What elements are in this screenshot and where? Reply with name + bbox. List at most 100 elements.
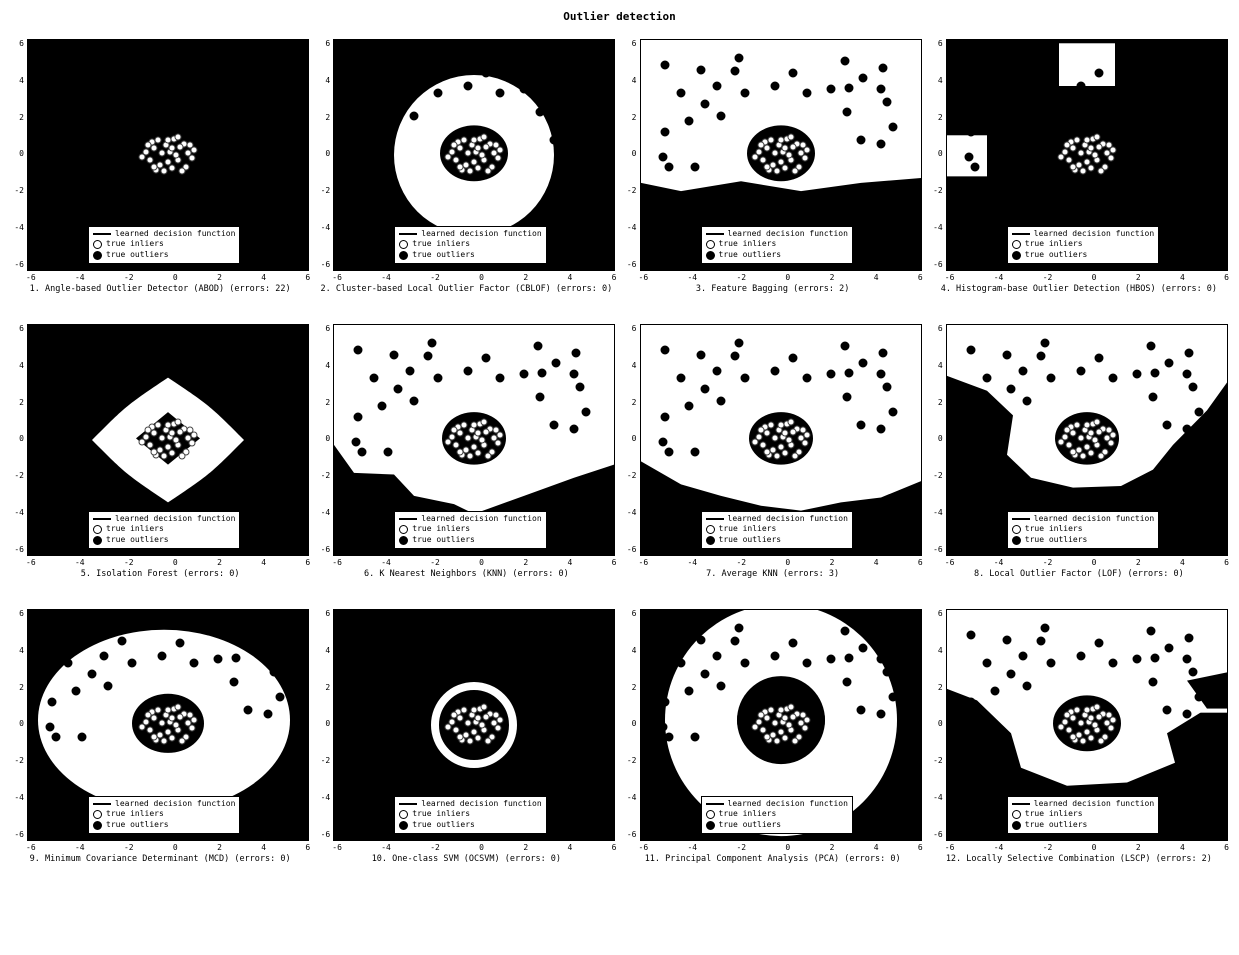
point-inlier: [151, 145, 158, 152]
x-tick: -2: [1043, 558, 1053, 567]
plot-area: learned decision functiontrue inlierstru…: [946, 324, 1228, 556]
y-tick: 4: [10, 76, 24, 85]
legend-filled-marker-icon: [399, 821, 408, 830]
point-outlier: [844, 83, 853, 92]
subplot: -6-4-20246 learned decision functiontrue…: [316, 324, 616, 579]
legend-label: true inliers: [412, 809, 470, 820]
point-inlier: [169, 715, 176, 722]
subplot-title: 3. Feature Bagging (errors: 2): [623, 282, 923, 294]
y-tick: 6: [316, 39, 330, 48]
x-tick: -6: [26, 843, 36, 852]
point-inlier: [773, 168, 780, 175]
point-inlier: [1095, 713, 1102, 720]
legend-label: learned decision function: [728, 514, 848, 525]
point-outlier: [214, 85, 223, 94]
point-outlier: [266, 633, 275, 642]
legend-item: true outliers: [1012, 820, 1154, 831]
point-outlier: [394, 100, 403, 109]
point-outlier: [276, 693, 285, 702]
point-outlier: [576, 668, 585, 677]
legend-label: true outliers: [719, 535, 782, 546]
legend-filled-marker-icon: [399, 251, 408, 260]
point-outlier: [1162, 136, 1171, 145]
point-outlier: [844, 368, 853, 377]
y-tick: 0: [623, 434, 637, 443]
point-outlier: [118, 67, 127, 76]
point-inlier: [159, 150, 166, 157]
point-outlier: [228, 57, 237, 66]
y-tick: -6: [10, 830, 24, 839]
legend-line-icon: [1012, 233, 1030, 235]
y-tick: -2: [316, 471, 330, 480]
point-inlier: [781, 430, 788, 437]
x-tick: 6: [1224, 843, 1229, 852]
legend-item: true outliers: [706, 820, 848, 831]
legend-item: true inliers: [399, 809, 541, 820]
x-tick: 4: [874, 558, 879, 567]
x-tick: -6: [639, 558, 649, 567]
point-outlier: [176, 638, 185, 647]
legend: learned decision functiontrue inlierstru…: [394, 226, 546, 264]
subplot: -6-4-20246 learned decision functiontrue…: [10, 39, 310, 294]
point-outlier: [788, 353, 797, 362]
legend-item: true inliers: [93, 809, 235, 820]
x-tick: 6: [1224, 273, 1229, 282]
x-tick: -6: [332, 273, 342, 282]
subplot: -6-4-20246 learned decision functiontrue…: [929, 609, 1229, 864]
point-outlier: [264, 655, 273, 664]
point-outlier: [770, 82, 779, 91]
point-outlier: [570, 655, 579, 664]
legend-line-icon: [93, 233, 111, 235]
x-axis: -6-4-20246: [316, 556, 616, 567]
legend-item: true outliers: [93, 250, 235, 261]
subplot: -6-4-20246 learned decision functiontrue…: [623, 39, 923, 294]
legend-filled-marker-icon: [706, 536, 715, 545]
y-tick: -2: [316, 756, 330, 765]
point-outlier: [1018, 82, 1027, 91]
point-inlier: [175, 703, 182, 710]
point-inlier: [189, 440, 196, 447]
point-outlier: [716, 681, 725, 690]
legend: learned decision functiontrue inlierstru…: [88, 226, 240, 264]
y-tick: 4: [623, 361, 637, 370]
point-inlier: [161, 168, 168, 175]
point-outlier: [100, 82, 109, 91]
point-outlier: [966, 698, 975, 707]
point-outlier: [788, 638, 797, 647]
point-outlier: [842, 393, 851, 402]
point-outlier: [882, 383, 891, 392]
point-inlier: [177, 713, 184, 720]
point-outlier: [464, 367, 473, 376]
point-inlier: [165, 422, 172, 429]
plot-area: learned decision functiontrue inlierstru…: [333, 39, 615, 271]
point-outlier: [700, 670, 709, 679]
point-outlier: [770, 652, 779, 661]
point-outlier: [244, 706, 253, 715]
point-outlier: [1148, 678, 1157, 687]
point-outlier: [270, 383, 279, 392]
legend-item: true inliers: [706, 239, 848, 250]
x-tick: -2: [736, 843, 746, 852]
y-axis: -6-4-20246: [623, 324, 640, 554]
y-tick: 0: [623, 719, 637, 728]
legend-label: true outliers: [412, 250, 475, 261]
point-outlier: [570, 85, 579, 94]
point-outlier: [424, 67, 433, 76]
point-inlier: [791, 453, 798, 460]
point-outlier: [48, 128, 57, 137]
x-tick: -4: [75, 273, 85, 282]
legend-label: learned decision function: [115, 799, 235, 810]
point-outlier: [570, 370, 579, 379]
point-outlier: [84, 350, 93, 359]
point-outlier: [434, 658, 443, 667]
point-inlier: [465, 150, 472, 157]
point-outlier: [878, 633, 887, 642]
legend: learned decision functiontrue inlierstru…: [1007, 226, 1159, 264]
point-inlier: [173, 437, 180, 444]
point-outlier: [842, 108, 851, 117]
point-inlier: [155, 137, 162, 144]
legend-item: true outliers: [93, 535, 235, 546]
point-inlier: [777, 707, 784, 714]
point-outlier: [964, 437, 973, 446]
point-inlier: [781, 450, 788, 457]
